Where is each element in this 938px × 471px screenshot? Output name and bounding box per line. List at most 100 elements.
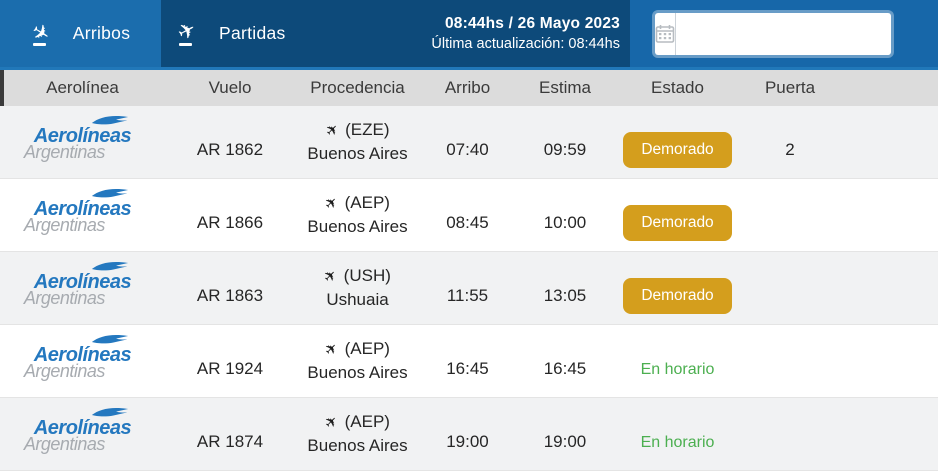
status-cell: En horario bbox=[615, 359, 740, 379]
origin-cell: ✈ (EZE) Buenos Aires bbox=[295, 119, 420, 164]
airline-cell: Aerolíneas Argentinas bbox=[0, 407, 165, 453]
condor-swoosh-icon bbox=[91, 188, 129, 197]
flights-list: Aerolíneas Argentinas AR 1862 ✈ (EZE) Bu… bbox=[0, 106, 938, 471]
status-label: Demorado bbox=[623, 278, 732, 314]
aerolineas-argentinas-logo: Aerolíneas Argentinas bbox=[24, 115, 132, 161]
airline-country: Argentinas bbox=[23, 287, 106, 308]
origin-cell: ✈ (AEP) Buenos Aires bbox=[295, 411, 420, 456]
condor-swoosh-icon bbox=[91, 407, 129, 416]
origin-city: Buenos Aires bbox=[307, 144, 408, 163]
flight-number: AR 1863 bbox=[196, 286, 264, 305]
col-arribo: Arribo bbox=[444, 78, 491, 97]
arrival-time: 11:55 bbox=[446, 286, 489, 305]
airline-country: Argentinas bbox=[23, 433, 106, 454]
datetime-block: 08:44hs / 26 Mayo 2023 Última actualizac… bbox=[431, 0, 620, 67]
table-header: Aerolínea Vuelo Procedencia Arribo Estim… bbox=[0, 70, 938, 106]
col-procedencia: Procedencia bbox=[310, 78, 405, 97]
airline-name: Aerolíneas bbox=[33, 270, 132, 293]
plane-icon: ✈ bbox=[320, 192, 343, 214]
origin-city: Buenos Aires bbox=[307, 436, 408, 455]
gate-number: 2 bbox=[785, 140, 795, 159]
current-datetime: 08:44hs / 26 Mayo 2023 bbox=[444, 15, 620, 32]
status-cell: Demorado bbox=[615, 278, 740, 314]
calendar-button[interactable] bbox=[655, 13, 676, 55]
status-label: En horario bbox=[640, 434, 715, 451]
origin-city: Buenos Aires bbox=[307, 217, 408, 236]
plane-icon: ✈ bbox=[319, 265, 342, 287]
condor-swoosh-icon bbox=[91, 115, 129, 124]
last-update-label: Última actualización: 08:44hs bbox=[431, 36, 620, 52]
nav-right-section bbox=[630, 0, 938, 67]
origin-city: Buenos Aires bbox=[307, 363, 408, 382]
aerolineas-argentinas-logo: Aerolíneas Argentinas bbox=[24, 261, 132, 307]
arrival-time: 19:00 bbox=[446, 432, 489, 451]
origin-code: (USH) bbox=[343, 266, 391, 285]
arrival-time: 16:45 bbox=[446, 359, 489, 378]
estimated-time: 09:59 bbox=[543, 140, 587, 159]
plane-icon: ✈ bbox=[320, 338, 343, 360]
arrival-time: 08:45 bbox=[446, 213, 489, 232]
origin-city: Ushuaia bbox=[326, 290, 389, 309]
airline-country: Argentinas bbox=[23, 360, 106, 381]
col-estima: Estima bbox=[539, 78, 591, 97]
flight-row: Aerolíneas Argentinas AR 1862 ✈ (EZE) Bu… bbox=[0, 106, 938, 179]
status-label: Demorado bbox=[623, 205, 732, 241]
flight-number: AR 1866 bbox=[196, 213, 264, 232]
flight-number: AR 1874 bbox=[196, 432, 264, 451]
condor-swoosh-icon bbox=[91, 261, 129, 270]
tab-arribos-label: Arribos bbox=[72, 23, 131, 43]
status-cell: Demorado bbox=[615, 132, 740, 168]
flight-row: Aerolíneas Argentinas AR 1874 ✈ (AEP) Bu… bbox=[0, 398, 938, 471]
flight-number: AR 1862 bbox=[196, 140, 264, 159]
col-estado: Estado bbox=[651, 78, 704, 97]
header-left-strip bbox=[0, 70, 4, 106]
origin-code: (AEP) bbox=[344, 193, 390, 212]
tab-arribos[interactable]: ✈ Arribos bbox=[0, 0, 161, 67]
airline-cell: Aerolíneas Argentinas bbox=[0, 261, 165, 307]
origin-cell: ✈ (USH) Ushuaia bbox=[295, 265, 420, 310]
origin-cell: ✈ (AEP) Buenos Aires bbox=[295, 338, 420, 383]
tab-partidas[interactable]: ✈ Partidas bbox=[161, 0, 311, 67]
status-cell: En horario bbox=[615, 432, 740, 452]
calendar-icon bbox=[655, 25, 675, 43]
origin-code: (EZE) bbox=[345, 120, 390, 139]
arrival-time: 07:40 bbox=[446, 140, 489, 159]
origin-cell: ✈ (AEP) Buenos Aires bbox=[295, 192, 420, 237]
estimated-time: 19:00 bbox=[543, 432, 587, 451]
runway-line bbox=[179, 43, 192, 46]
airline-name: Aerolíneas bbox=[33, 416, 132, 439]
top-nav: ✈ Arribos ✈ Partidas 08:44hs / 26 Mayo 2… bbox=[0, 0, 938, 70]
airline-cell: Aerolíneas Argentinas bbox=[0, 115, 165, 161]
plane-icon: ✈ bbox=[320, 119, 343, 141]
aerolineas-argentinas-logo: Aerolíneas Argentinas bbox=[24, 334, 132, 380]
plane-icon: ✈ bbox=[320, 411, 343, 433]
col-vuelo: Vuelo bbox=[208, 78, 252, 97]
flight-number: AR 1924 bbox=[196, 359, 264, 378]
airline-name: Aerolíneas bbox=[33, 197, 132, 220]
status-cell: Demorado bbox=[615, 205, 740, 241]
airline-name: Aerolíneas bbox=[33, 124, 132, 147]
flight-row: Aerolíneas Argentinas AR 1866 ✈ (AEP) Bu… bbox=[0, 179, 938, 252]
airline-name: Aerolíneas bbox=[33, 343, 132, 366]
plane-landing-icon: ✈ bbox=[27, 18, 61, 48]
aerolineas-argentinas-logo: Aerolíneas Argentinas bbox=[24, 407, 132, 453]
date-picker[interactable] bbox=[655, 13, 891, 55]
status-label: En horario bbox=[640, 361, 715, 378]
airline-cell: Aerolíneas Argentinas bbox=[0, 188, 165, 234]
flight-row: Aerolíneas Argentinas AR 1863 ✈ (USH) Us… bbox=[0, 252, 938, 325]
plane-glyph: ✈ bbox=[173, 15, 201, 46]
origin-code: (AEP) bbox=[344, 412, 390, 431]
airline-cell: Aerolíneas Argentinas bbox=[0, 334, 165, 380]
col-puerta: Puerta bbox=[764, 78, 816, 97]
plane-takeoff-icon: ✈ bbox=[173, 16, 207, 47]
status-label: Demorado bbox=[623, 132, 732, 168]
airline-country: Argentinas bbox=[23, 141, 106, 162]
tab-partidas-label: Partidas bbox=[219, 23, 286, 43]
col-aerolinea: Aerolínea bbox=[46, 78, 119, 97]
origin-code: (AEP) bbox=[344, 339, 390, 358]
date-input[interactable] bbox=[676, 13, 891, 55]
estimated-time: 10:00 bbox=[543, 213, 587, 232]
flight-row: Aerolíneas Argentinas AR 1924 ✈ (AEP) Bu… bbox=[0, 325, 938, 398]
condor-swoosh-icon bbox=[91, 334, 129, 343]
